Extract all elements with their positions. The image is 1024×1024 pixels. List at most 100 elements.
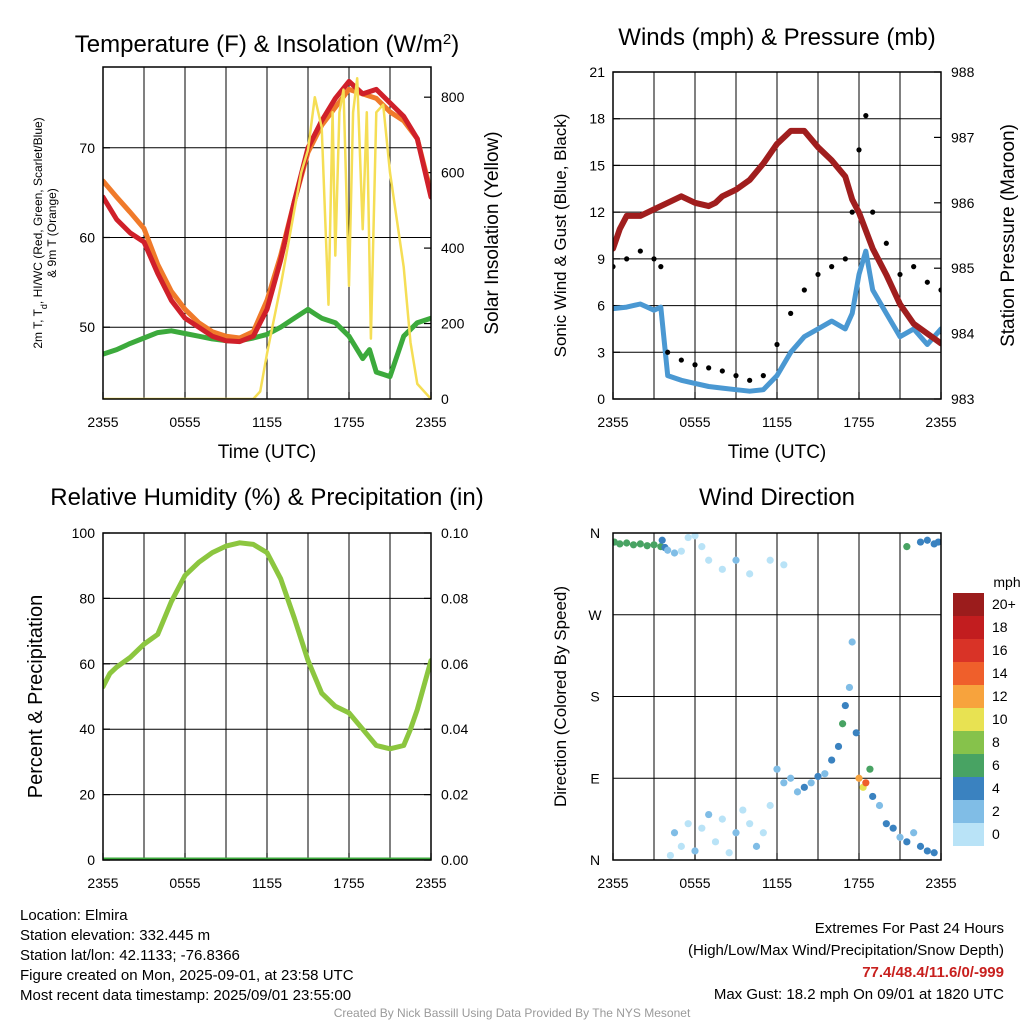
credit-text: Created By Nick Bassill Using Data Provi… xyxy=(333,1006,691,1020)
y-tick-label: 20 xyxy=(79,787,95,803)
gust-point xyxy=(678,357,684,363)
colorbar-swatch xyxy=(953,662,984,685)
direction-point xyxy=(882,820,890,828)
x-tick-label: 2355 xyxy=(87,414,118,430)
x-tick-label: 1155 xyxy=(762,414,792,430)
y-tick-label: 6 xyxy=(597,298,605,314)
direction-point xyxy=(923,536,931,544)
y-tick-label: 9 xyxy=(597,251,605,267)
direction-point xyxy=(752,842,761,850)
gust-point xyxy=(883,240,889,246)
direction-point xyxy=(766,556,774,564)
recent-data-text: Most recent data timestamp: 2025/09/01 2… xyxy=(20,987,352,1004)
y-tick-label: 40 xyxy=(79,721,95,737)
y2-tick-label: 0.08 xyxy=(441,590,468,606)
direction-point xyxy=(875,801,884,810)
colorbar-unit: mph xyxy=(993,574,1020,590)
y2-tick-label: 0.04 xyxy=(441,721,468,737)
colorbar-swatch xyxy=(953,823,984,846)
extremes-title: Extremes For Past 24 Hours xyxy=(814,920,1004,937)
direction-point xyxy=(834,742,843,751)
subscript-d: d xyxy=(39,304,49,309)
colorbar-swatch xyxy=(953,708,984,731)
direction-point xyxy=(800,783,808,791)
y2-axis-label: Station Pressure (Maroon) xyxy=(998,124,1019,347)
direction-point xyxy=(780,779,788,787)
y-tick-label: 12 xyxy=(589,204,605,220)
direction-point xyxy=(852,729,860,737)
y-tick-label: 21 xyxy=(589,64,605,80)
y2-tick-label: 986 xyxy=(951,195,975,211)
gust-point xyxy=(658,264,664,270)
y-tick-label: 80 xyxy=(79,590,95,606)
direction-point xyxy=(807,779,815,787)
latlon-text: Station lat/lon: 42.1133; -76.8366 xyxy=(20,947,240,964)
gust-point xyxy=(870,209,876,215)
data-layer xyxy=(103,540,431,860)
gust-point xyxy=(815,271,821,278)
extremes-values: 77.4/48.4/11.6/0/-999 xyxy=(862,964,1004,981)
direction-point xyxy=(910,829,918,837)
direction-point xyxy=(916,842,925,850)
y2-tick-label: 400 xyxy=(441,240,465,256)
panel-temperature: Temperature (F) & Insolation (W/m2) 50 60 7… xyxy=(31,31,503,464)
colorbar-label: 20+ xyxy=(992,596,1016,612)
series-rh xyxy=(103,540,431,752)
direction-point xyxy=(718,815,726,823)
y2-tick-label: 987 xyxy=(951,129,975,145)
gust-point xyxy=(849,209,855,215)
plot-frame xyxy=(612,71,942,400)
direction-point xyxy=(664,546,672,554)
gust-point xyxy=(706,365,712,371)
station-info: Location: Elmira Station elevation: 332.… xyxy=(20,906,354,1006)
x-tick-label: 1755 xyxy=(843,414,874,430)
direction-point xyxy=(739,806,747,814)
y2-tick-label: 0.10 xyxy=(441,525,468,541)
max-gust-text: Max Gust: 18.2 mph On 09/01 at 1820 UTC xyxy=(713,986,1004,1003)
direction-point xyxy=(691,847,699,855)
y2-tick-label: 0.06 xyxy=(441,656,468,672)
direction-point xyxy=(677,842,685,850)
y2-tick-label: 984 xyxy=(951,326,975,342)
extremes-panel: Extremes For Past 24 Hours (High/Low/Max… xyxy=(688,918,1004,1006)
direction-point xyxy=(705,556,713,564)
colorbar-swatch xyxy=(953,731,984,754)
y-tick-label: N xyxy=(590,525,600,541)
x-tick-label: 0555 xyxy=(679,875,710,891)
direction-point xyxy=(862,779,870,787)
direction-point xyxy=(658,536,666,544)
direction-point xyxy=(821,770,829,778)
colorbar-swatch xyxy=(953,685,984,708)
y2-tick-label: 983 xyxy=(951,391,975,407)
colorbar-label: 6 xyxy=(992,757,1000,773)
plot-frame xyxy=(612,532,942,861)
location-text: Location: Elmira xyxy=(20,907,128,924)
direction-point xyxy=(650,541,658,549)
y-tick-label: N xyxy=(590,852,600,868)
direction-point xyxy=(636,540,644,548)
x-tick-label: 0555 xyxy=(679,414,710,430)
direction-point xyxy=(903,838,911,846)
x-tick-label: 1155 xyxy=(252,875,282,891)
series-sonic-wind xyxy=(613,248,941,394)
direction-point xyxy=(670,549,679,557)
y-tick-label: W xyxy=(588,607,602,623)
direction-point xyxy=(705,810,713,819)
direction-point xyxy=(866,765,874,773)
y-tick-label: S xyxy=(590,689,599,705)
y2-tick-label: 0.00 xyxy=(441,852,468,868)
direction-point xyxy=(930,849,938,857)
x-tick-label: 1755 xyxy=(333,875,364,891)
direction-point xyxy=(869,792,877,801)
gust-point xyxy=(747,377,753,383)
x-tick-label: 2355 xyxy=(925,875,956,891)
y-tick-label: 15 xyxy=(589,157,605,173)
direction-point xyxy=(666,851,675,860)
direction-point xyxy=(896,833,904,841)
direction-point xyxy=(828,756,836,764)
y-tick-label: 70 xyxy=(79,140,95,156)
y-tick-label: 60 xyxy=(79,229,95,245)
gust-point xyxy=(719,368,725,374)
colorbar-swatch xyxy=(953,754,984,777)
direction-point xyxy=(839,720,847,728)
